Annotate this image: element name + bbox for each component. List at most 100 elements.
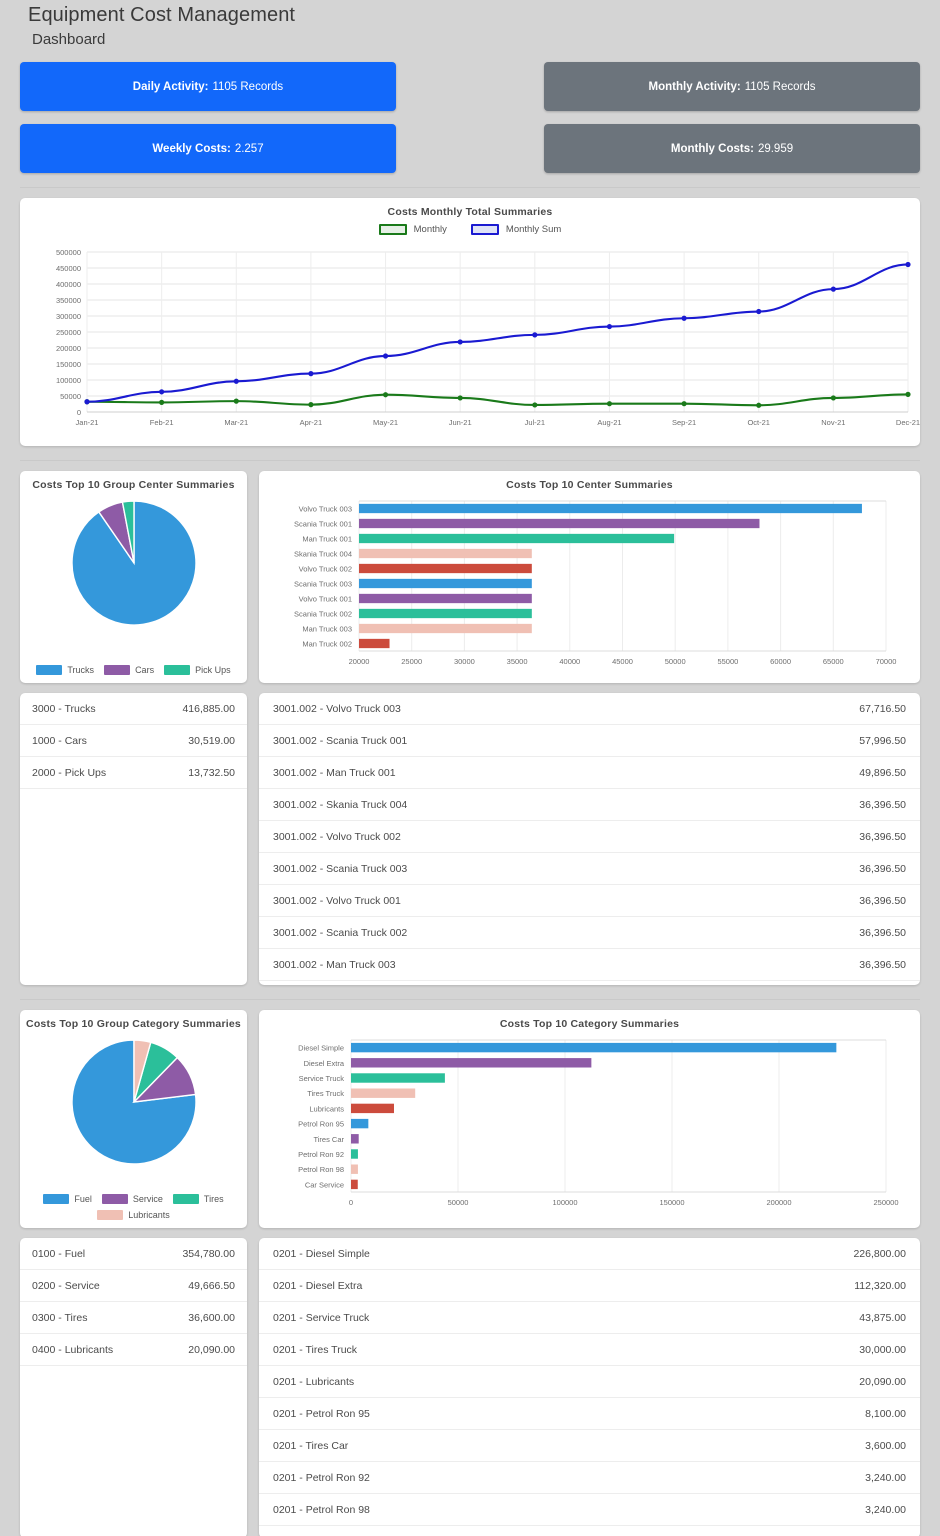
- page-title: Equipment Cost Management: [28, 4, 296, 26]
- kpi-value: 1105 Records: [744, 80, 816, 93]
- group-center-pie-chart: [70, 500, 197, 626]
- legend-item-trucks[interactable]: Trucks: [36, 665, 94, 675]
- svg-text:Car Service: Car Service: [305, 1180, 344, 1189]
- svg-text:150000: 150000: [659, 1198, 684, 1207]
- row-label: 0400 - Lubricants: [20, 1333, 152, 1366]
- row-label: 0201 - Petrol Ron 95: [259, 1397, 661, 1430]
- row-value: 3,159.00: [660, 1525, 920, 1536]
- legend-item-fuel[interactable]: Fuel: [43, 1194, 92, 1204]
- row-value: 30,000.00: [660, 1333, 920, 1366]
- svg-text:20000: 20000: [349, 657, 370, 666]
- kpi-label: Weekly Costs:: [152, 142, 231, 155]
- table-row[interactable]: 0201 - Service Truck 43,875.00: [259, 1301, 920, 1334]
- table-row[interactable]: 3001.002 - Scania Truck 003 36,396.50: [259, 852, 920, 885]
- svg-text:Aug-21: Aug-21: [597, 418, 621, 427]
- svg-text:Oct-21: Oct-21: [747, 418, 770, 427]
- table-row[interactable]: 3001.002 - Man Truck 003 36,396.50: [259, 948, 920, 981]
- svg-text:Apr-21: Apr-21: [300, 418, 323, 427]
- table-row[interactable]: 3001.002 - Skania Truck 004 36,396.50: [259, 788, 920, 821]
- row-value: 22,896.50: [711, 980, 920, 985]
- svg-text:Petrol Ron 92: Petrol Ron 92: [298, 1150, 344, 1159]
- category-summaries-bar-card: Costs Top 10 Category Summaries 0 50000 10…: [259, 1010, 920, 1228]
- line-chart-plot: 0 50000 100000 150000 200000 250000 300000 3500…: [56, 248, 920, 427]
- row-value: 3,240.00: [660, 1461, 920, 1494]
- row-label: 3001.002 - Skania Truck 004: [259, 788, 712, 821]
- pie-legend: Fuel Service Tires Lubricants: [20, 1194, 247, 1220]
- table-row[interactable]: 0201 - Petrol Ron 95 8,100.00: [259, 1397, 920, 1430]
- table-row[interactable]: 0201 - Petrol Ron 98 3,240.00: [259, 1493, 920, 1526]
- svg-text:200000: 200000: [56, 344, 81, 353]
- center-tables-row: 3000 - Trucks 416,885.00 1000 - Cars 30,519…: [20, 693, 920, 985]
- svg-text:Nov-21: Nov-21: [821, 418, 845, 427]
- table-row[interactable]: 0201 - Lubricants 20,090.00: [259, 1365, 920, 1398]
- legend-label: Cars: [135, 665, 155, 675]
- table-row[interactable]: 3001.002 - Volvo Truck 001 36,396.50: [259, 884, 920, 917]
- legend-item-tires[interactable]: Tires: [172, 1194, 224, 1204]
- svg-text:May-21: May-21: [373, 418, 398, 427]
- legend-label: Tires: [203, 1194, 224, 1204]
- kpi-value: 29.959: [757, 142, 794, 155]
- svg-text:Sep-21: Sep-21: [672, 418, 696, 427]
- row-label: 0201 - Car Service: [259, 1525, 661, 1536]
- row-value: 3,240.00: [660, 1493, 920, 1526]
- svg-text:150000: 150000: [56, 360, 81, 369]
- svg-text:50000: 50000: [448, 1198, 469, 1207]
- row-label: 3001.002 - Scania Truck 001: [259, 724, 712, 757]
- kpi-monthly-costs[interactable]: Monthly Costs: 29.959: [544, 124, 920, 173]
- group-category-pie-card: Costs Top 10 Group Category Summaries Fu…: [20, 1010, 247, 1228]
- legend-item-monthly-sum[interactable]: Monthly Sum: [470, 224, 561, 235]
- table-row[interactable]: 0300 - Tires 36,600.00: [20, 1301, 247, 1334]
- line-chart-legend: Monthly Monthly Sum: [20, 224, 920, 235]
- table-row[interactable]: 0201 - Tires Car 3,600.00: [259, 1429, 920, 1462]
- table-row[interactable]: 0201 - Tires Truck 30,000.00: [259, 1333, 920, 1366]
- svg-text:Man Truck 002: Man Truck 002: [302, 640, 352, 649]
- legend-item-service[interactable]: Service: [101, 1194, 163, 1204]
- kpi-monthly-activity[interactable]: Monthly Activity: 1105 Records: [544, 62, 920, 111]
- legend-item-lubricants[interactable]: Lubricants: [97, 1210, 170, 1220]
- row-value: 49,666.50: [151, 1269, 247, 1302]
- legend-item-cars[interactable]: Cars: [104, 665, 154, 675]
- table-row[interactable]: 3001.002 - Volvo Truck 002 36,396.50: [259, 820, 920, 853]
- row-value: 67,716.50: [711, 693, 920, 725]
- kpi-label: Daily Activity:: [132, 80, 209, 93]
- svg-text:Man Truck 003: Man Truck 003: [302, 625, 352, 634]
- table-row[interactable]: 3001.002 - Man Truck 00222,896.50: [259, 980, 920, 985]
- svg-text:0: 0: [77, 408, 81, 417]
- table-row[interactable]: 3001.002 - Man Truck 001 49,896.50: [259, 756, 920, 789]
- row-value: 36,396.50: [711, 948, 920, 981]
- table-row[interactable]: 0201 - Petrol Ron 92 3,240.00: [259, 1461, 920, 1494]
- table-row[interactable]: 0100 - Fuel 354,780.00: [20, 1238, 247, 1270]
- legend-label: Monthly: [413, 224, 447, 235]
- table-row[interactable]: 0200 - Service 49,666.50: [20, 1269, 247, 1302]
- section-divider-1: [20, 187, 920, 188]
- table-row[interactable]: 3001.002 - Volvo Truck 003 67,716.50: [259, 693, 920, 725]
- center-charts-row: Costs Top 10 Group Center Summaries Truc…: [20, 471, 920, 683]
- costs-monthly-total-summaries-card: Costs Monthly Total Summaries Monthly Mo…: [20, 198, 920, 446]
- table-row[interactable]: 1000 - Cars 30,519.00: [20, 724, 247, 757]
- table-row[interactable]: 2000 - Pick Ups 13,732.50: [20, 756, 247, 789]
- svg-text:45000: 45000: [612, 657, 633, 666]
- kpi-weekly-costs[interactable]: Weekly Costs: 2.257: [20, 124, 396, 173]
- legend-item-monthly[interactable]: Monthly: [378, 224, 447, 235]
- table-row[interactable]: 3001.002 - Scania Truck 002 36,396.50: [259, 916, 920, 949]
- table-row[interactable]: 0201 - Diesel Extra 112,320.00: [259, 1269, 920, 1302]
- row-label: 3001.002 - Man Truck 002: [259, 980, 712, 985]
- kpi-daily-activity[interactable]: Daily Activity: 1105 Records: [20, 62, 396, 111]
- table-row[interactable]: 3000 - Trucks 416,885.00: [20, 693, 247, 725]
- legend-swatch-icon: [36, 665, 63, 675]
- group-category-summaries-table: 0100 - Fuel 354,780.00 0200 - Service 49,66…: [20, 1238, 247, 1366]
- table-row[interactable]: 0201 - Diesel Simple 226,800.00: [259, 1238, 920, 1270]
- svg-text:Tires Truck: Tires Truck: [307, 1089, 344, 1098]
- center-summaries-table-card: 3001.002 - Volvo Truck 003 67,716.50 3001.…: [259, 693, 920, 985]
- category-summaries-table: 0201 - Diesel Simple 226,800.00 0201 - Die…: [259, 1238, 920, 1536]
- row-value: 8,100.00: [660, 1397, 920, 1430]
- legend-item-pick-ups[interactable]: Pick Ups: [164, 665, 231, 675]
- center-summaries-bar-card: Costs Top 10 Center Summaries 20000 25000…: [259, 471, 920, 683]
- svg-text:Dec-21: Dec-21: [896, 418, 920, 427]
- row-label: 0201 - Service Truck: [259, 1301, 661, 1334]
- table-row[interactable]: 3001.002 - Scania Truck 001 57,996.50: [259, 724, 920, 757]
- table-row[interactable]: 0400 - Lubricants 20,090.00: [20, 1333, 247, 1366]
- row-value: 36,396.50: [711, 884, 920, 917]
- table-row[interactable]: 0201 - Car Service3,159.00: [259, 1525, 920, 1536]
